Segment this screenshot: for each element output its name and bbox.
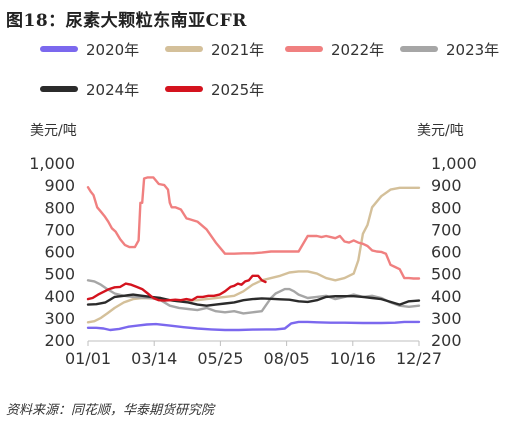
legend-item: 2020年: [40, 38, 139, 60]
legend-swatch: [285, 46, 323, 52]
legend-item: 2022年: [285, 38, 384, 60]
legend-item: 2025年: [165, 78, 264, 100]
y-tick-label-right: 1,000: [431, 154, 477, 173]
y-tick-label-left: 200: [44, 331, 75, 350]
y-tick-label-left: 500: [44, 265, 75, 284]
y-axis-unit-left: 美元/吨: [30, 123, 77, 139]
x-tick-label: 10/16: [330, 349, 376, 368]
legend-swatch: [400, 46, 438, 52]
legend-label: 2025年: [211, 80, 265, 99]
legend-swatch: [40, 86, 78, 92]
y-axis-unit-right: 美元/吨: [417, 123, 464, 139]
y-tick-label-right: 200: [431, 331, 462, 350]
source-note: 资料来源：同花顺，华泰期货研究院: [6, 403, 215, 418]
legend-label: 2021年: [211, 40, 265, 59]
y-tick-label-left: 900: [44, 176, 75, 195]
y-tick-label-right: 300: [431, 309, 462, 328]
chart-title: 图18：尿素大颗粒东南亚CFR: [6, 11, 247, 31]
y-tick-label-left: 600: [44, 243, 75, 262]
legend-item: 2024年: [40, 78, 139, 100]
y-tick-label-left: 1,000: [29, 154, 75, 173]
y-tick-label-right: 400: [431, 287, 462, 306]
series-line: [86, 176, 421, 280]
y-tick-label-left: 800: [44, 198, 75, 217]
x-tick-label: 08/05: [264, 349, 310, 368]
x-tick-label: 12/27: [396, 349, 442, 368]
y-tick-label-right: 900: [431, 176, 462, 195]
series-line: [86, 279, 421, 315]
legend-label: 2020年: [86, 40, 140, 59]
series-line: [86, 320, 421, 332]
legend-swatch: [165, 46, 203, 52]
legend-item: 2021年: [165, 38, 264, 60]
legend-label: 2022年: [331, 40, 385, 59]
y-tick-label-left: 400: [44, 287, 75, 306]
series-line: [86, 186, 421, 324]
y-tick-label-right: 800: [431, 198, 462, 217]
y-tick-label-left: 300: [44, 309, 75, 328]
y-tick-label-right: 600: [431, 243, 462, 262]
series-line: [86, 274, 267, 302]
x-tick-label: 05/25: [197, 349, 243, 368]
x-tick-label: 03/14: [131, 349, 177, 368]
legend-label: 2024年: [86, 80, 140, 99]
legend-swatch: [40, 46, 78, 52]
legend-swatch: [165, 86, 203, 92]
x-tick-label: 01/01: [65, 349, 111, 368]
y-tick-label-right: 500: [431, 265, 462, 284]
y-tick-label-left: 700: [44, 220, 75, 239]
y-tick-label-right: 700: [431, 220, 462, 239]
legend-label: 2023年: [446, 40, 500, 59]
series-line: [86, 293, 421, 307]
legend-item: 2023年: [400, 38, 499, 60]
